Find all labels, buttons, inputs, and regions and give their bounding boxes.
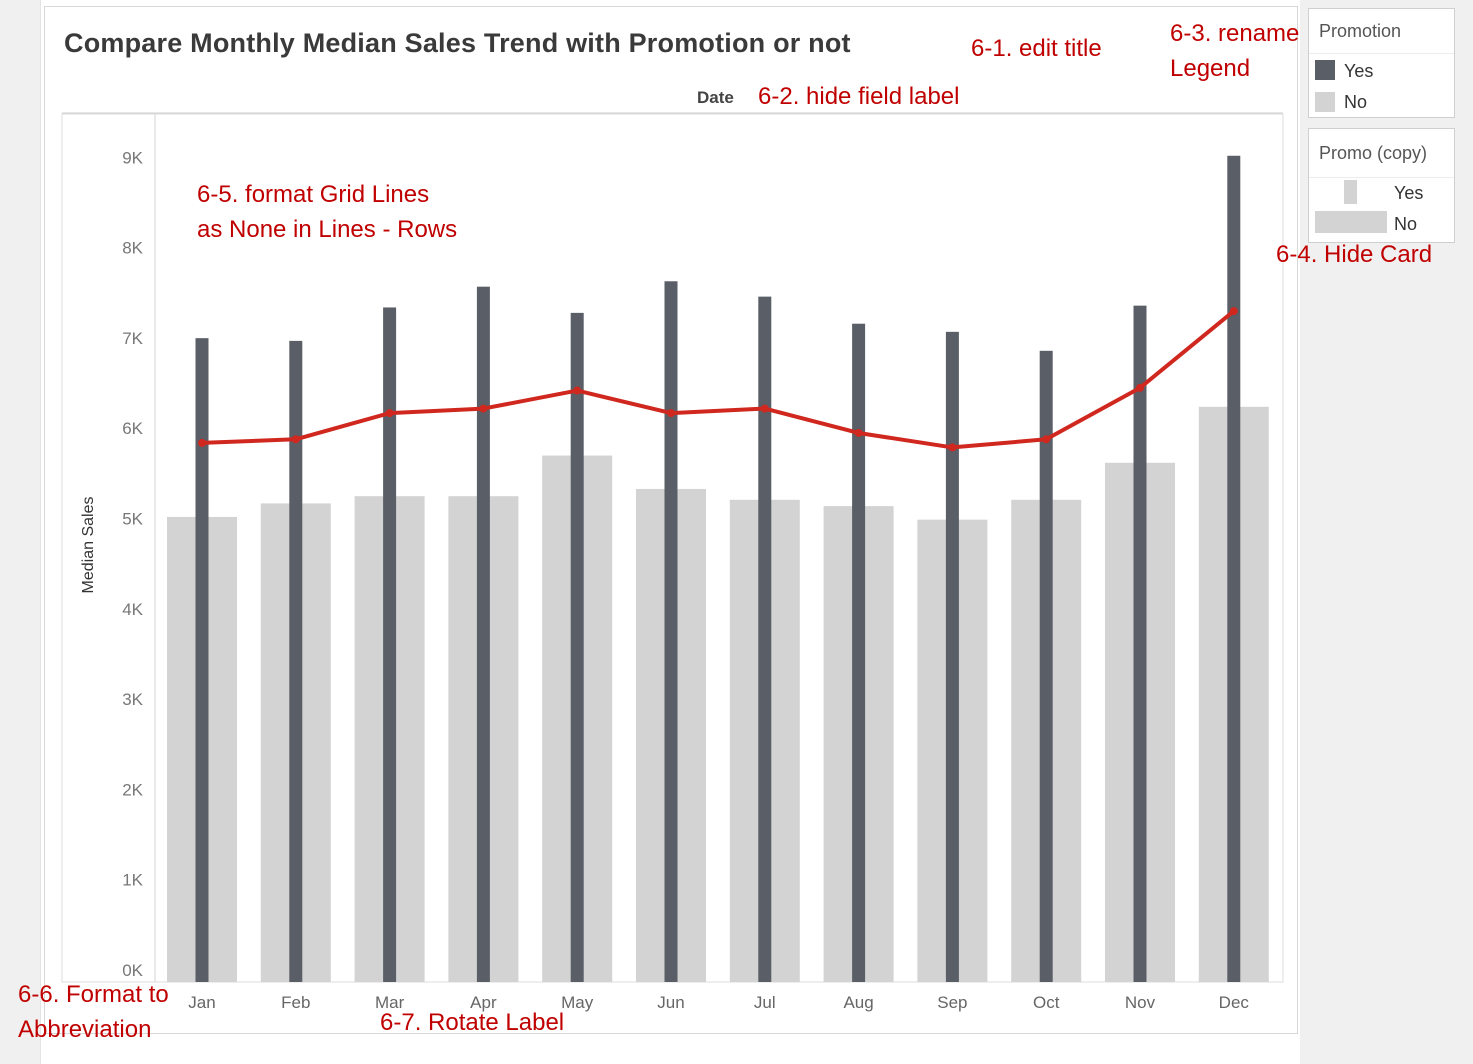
trend-point <box>385 409 394 418</box>
y-tick-label: 7K <box>122 329 143 348</box>
annotation-rotate-label: 6-7. Rotate Label <box>380 1009 565 1036</box>
bar-promotion <box>852 323 866 982</box>
legend-divider <box>1309 53 1454 54</box>
bar-promotion <box>195 338 209 982</box>
legend-label-no[interactable]: No <box>1394 214 1418 234</box>
legend-promo-copy-title: Promo (copy) <box>1319 143 1428 163</box>
bar-promotion <box>945 331 959 983</box>
trend-point <box>291 435 300 444</box>
annotation-line: Abbreviation <box>18 1016 152 1043</box>
column-field-label[interactable]: Date <box>697 88 734 107</box>
bar-promotion <box>758 296 772 982</box>
legend-label-no[interactable]: No <box>1344 92 1368 112</box>
x-tick-label: Feb <box>281 993 310 1012</box>
x-tick-label: Dec <box>1219 993 1250 1012</box>
y-tick-label: 0K <box>122 961 143 980</box>
annotation-hide-card: 6-4. Hide Card <box>1276 241 1433 268</box>
trend-point <box>667 409 675 418</box>
chart-area[interactable]: 0K 1K 2K 3K 4K 5K 6K 7K 8K 9K Median Sales Jan Feb Ma… <box>0 0 1300 1064</box>
bar-promotion <box>1133 305 1147 982</box>
annotation-hide-field-label: 6-2. hide field label <box>758 83 960 110</box>
bar-promotion <box>476 286 490 982</box>
annotation-rename-legend: 6-3. rename Legend <box>1170 16 1299 86</box>
y-tick-label: 5K <box>122 510 143 529</box>
legend-promotion[interactable]: Promotion Yes No <box>1308 8 1455 118</box>
x-tick-label: Sep <box>937 993 967 1012</box>
annotation-line: as None in Lines - Rows <box>197 216 458 243</box>
trend-point <box>1229 307 1238 316</box>
y-tick-label: 9K <box>122 148 143 167</box>
x-tick-label: Apr <box>470 993 497 1012</box>
y-tick-label: 4K <box>122 600 143 619</box>
annotation-line: Legend <box>1170 55 1251 82</box>
legend-label-yes[interactable]: Yes <box>1394 183 1424 203</box>
median-trend-line <box>201 309 1236 450</box>
x-tick-label: Oct <box>1033 993 1060 1012</box>
left-panel-border <box>40 0 41 1064</box>
legend-swatch-yes[interactable] <box>1344 180 1357 204</box>
trend-point <box>198 438 206 447</box>
annotation-line: 6-6. Format to <box>18 981 169 1008</box>
annotation-grid-lines: 6-5. format Grid Lines as None in Lines … <box>197 177 457 247</box>
bar-promotion <box>1039 350 1053 983</box>
left-panel-background <box>0 0 40 1064</box>
annotation-edit-title: 6-1. edit title <box>971 35 1102 62</box>
trend-point <box>1136 383 1144 392</box>
x-tick-label: Jul <box>754 993 776 1012</box>
trend-point <box>854 428 863 437</box>
x-tick-label: May <box>561 993 594 1012</box>
legend-swatch-no[interactable] <box>1315 211 1387 233</box>
annotation-line: 6-3. rename <box>1170 20 1300 47</box>
x-tick-label: Jan <box>188 993 215 1012</box>
chart-title[interactable]: Compare Monthly Median Sales Trend with … <box>64 28 851 58</box>
annotation-abbreviation: 6-6. Format to Abbreviation <box>18 977 169 1047</box>
trend-point <box>479 404 488 413</box>
legend-promotion-title: Promotion <box>1319 21 1402 41</box>
bar-promotion <box>1227 155 1241 982</box>
y-tick-label: 8K <box>122 239 143 258</box>
trend-point <box>760 404 769 413</box>
bar-promotion <box>289 340 303 982</box>
y-tick-label: 3K <box>122 690 143 709</box>
legend-promo-copy[interactable]: Promo (copy) Yes No <box>1308 128 1455 243</box>
trend-point <box>1042 435 1051 444</box>
y-axis-title: Median Sales <box>80 497 97 594</box>
x-tick-label: Mar <box>375 993 405 1012</box>
trend-point <box>948 443 957 452</box>
legend-swatch-no[interactable] <box>1315 92 1335 112</box>
legend-swatch-yes[interactable] <box>1315 60 1335 80</box>
y-tick-label: 6K <box>122 419 143 438</box>
trend-point <box>573 386 582 395</box>
x-tick-label: Aug <box>843 993 873 1012</box>
x-tick-label: Jun <box>657 993 684 1012</box>
legend-label-yes[interactable]: Yes <box>1344 61 1374 81</box>
x-tick-label: Nov <box>1125 993 1156 1012</box>
bar-promotion <box>570 312 584 982</box>
y-tick-label: 2K <box>122 780 143 799</box>
annotation-line: 6-5. format Grid Lines <box>197 181 430 208</box>
legend-divider <box>1309 177 1454 178</box>
y-tick-label: 1K <box>122 871 143 890</box>
bar-promotion <box>383 307 397 983</box>
bar-promotion <box>664 281 678 983</box>
